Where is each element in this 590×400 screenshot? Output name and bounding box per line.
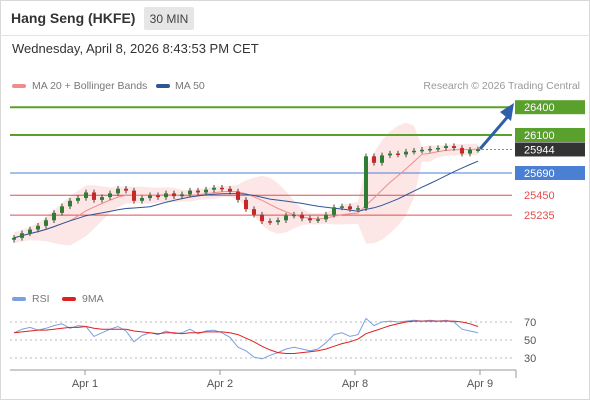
last-price-tag	[515, 142, 585, 157]
candle-body	[476, 149, 480, 151]
rsi-tick-label: 50	[524, 335, 536, 347]
candle-body	[372, 156, 376, 163]
ma20-line	[13, 148, 479, 239]
level-label-25690: 25690	[524, 168, 555, 180]
timeframe-badge[interactable]: 30 MIN	[144, 7, 194, 30]
rsi-legend-swatch	[12, 297, 26, 301]
credit-text: Research © 2026 Trading Central	[423, 80, 580, 92]
candle-body	[68, 200, 72, 207]
candle-body	[316, 219, 320, 221]
candle-body	[428, 148, 432, 151]
header-divider	[0, 35, 590, 36]
level-label-26100: 26100	[524, 130, 555, 142]
candle-body	[28, 229, 32, 234]
candle-body	[284, 215, 288, 221]
rsi-tick-label: 30	[524, 353, 536, 365]
candle-body	[100, 197, 104, 200]
ma50-legend-label: MA 50	[175, 80, 205, 92]
candle-body	[52, 212, 56, 221]
candle-body	[60, 206, 64, 213]
candle-body	[132, 190, 136, 201]
candle-body	[292, 214, 296, 217]
level-label-25235: 25235	[524, 210, 555, 222]
candle-body	[12, 237, 16, 240]
candle-body	[444, 146, 448, 148]
candle-body	[108, 193, 112, 198]
candle-body	[140, 198, 144, 201]
candle-body	[452, 146, 456, 148]
candle-body	[172, 193, 176, 197]
candle-body	[20, 233, 24, 238]
candle-body	[260, 214, 264, 222]
candle-body	[300, 214, 304, 219]
x-tick-label: Apr 8	[342, 378, 368, 390]
candle-body	[356, 208, 360, 210]
candle-body	[276, 220, 280, 223]
candle-body	[364, 156, 368, 209]
level-label-25450: 25450	[524, 190, 555, 202]
candle-body	[196, 190, 200, 193]
candle-body	[44, 220, 48, 226]
ma20-legend-swatch	[12, 84, 26, 88]
candle-body	[332, 207, 336, 215]
candle-body	[76, 198, 80, 201]
chart-header: Hang Seng (HKFE) 30 MIN	[0, 0, 590, 36]
x-tick-label: Apr 2	[207, 378, 233, 390]
candle-body	[204, 189, 208, 193]
forecast-arrow-shaft	[478, 113, 512, 150]
candle-body	[220, 187, 224, 190]
last-price-label: 25944	[524, 144, 555, 156]
candle-body	[212, 187, 216, 190]
candle-body	[268, 221, 272, 223]
ma20-legend-label: MA 20 + Bollinger Bands	[32, 80, 148, 92]
candle-body	[36, 225, 40, 230]
instrument-title: Hang Seng (HKFE)	[11, 10, 136, 26]
candle-body	[324, 214, 328, 220]
rsi-ma9-line	[13, 320, 479, 354]
candle-body	[396, 153, 400, 156]
candle-body	[388, 153, 392, 156]
x-tick-label: Apr 1	[72, 378, 98, 390]
level-tag-26100	[515, 128, 585, 142]
candle-body	[116, 188, 120, 194]
level-label-26400: 26400	[524, 102, 555, 114]
candle-body	[436, 147, 440, 150]
candle-body	[180, 194, 184, 197]
timestamp: Wednesday, April 8, 2026 8:43:53 PM CET	[12, 41, 259, 56]
ma50-legend-swatch	[156, 84, 170, 88]
rsi-legend-label: RSI	[32, 293, 50, 305]
forecast-arrow-head	[500, 103, 514, 121]
candle-body	[164, 193, 168, 198]
candle-body	[420, 149, 424, 152]
candle-body	[84, 192, 88, 199]
candle-body	[468, 149, 472, 154]
candle-body	[348, 206, 352, 210]
candle-body	[244, 199, 248, 210]
level-tag-26400	[515, 100, 585, 115]
candle-body	[188, 190, 192, 195]
rsi-tick-label: 70	[524, 317, 536, 329]
candle-body	[92, 192, 96, 200]
ma50-line	[13, 160, 479, 239]
ma9-legend-label: 9MA	[82, 293, 104, 305]
candle-body	[460, 147, 464, 154]
candle-body	[148, 195, 152, 199]
candle-body	[156, 195, 160, 198]
candle-body	[228, 188, 232, 192]
bollinger-band	[14, 122, 478, 246]
rsi-line	[13, 317, 479, 360]
candle-body	[412, 150, 416, 153]
candle-body	[380, 155, 384, 163]
candle-body	[124, 188, 128, 191]
x-tick-label: Apr 9	[467, 378, 493, 390]
candle-body	[252, 209, 256, 215]
level-tag-25690	[515, 166, 585, 180]
ma9-legend-swatch	[62, 297, 76, 301]
candle-body	[308, 218, 312, 221]
candle-body	[404, 151, 408, 155]
candle-body	[236, 191, 240, 200]
candle-body	[340, 206, 344, 208]
